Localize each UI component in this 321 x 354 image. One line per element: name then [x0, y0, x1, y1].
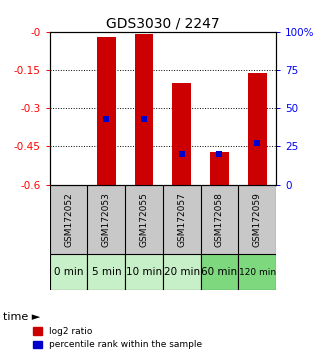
Bar	[238, 254, 276, 290]
Text: GSM172057: GSM172057	[177, 192, 186, 247]
Text: GSM172055: GSM172055	[140, 192, 149, 247]
Text: 10 min: 10 min	[126, 267, 162, 277]
Bar	[201, 254, 238, 290]
Text: GSM172058: GSM172058	[215, 192, 224, 247]
Text: 0 min: 0 min	[54, 267, 83, 277]
Text: GSM172059: GSM172059	[253, 192, 262, 247]
Bar	[125, 254, 163, 290]
Text: 60 min: 60 min	[201, 267, 238, 277]
Bar	[210, 152, 229, 185]
Bar	[134, 34, 153, 185]
Text: time ►: time ►	[3, 312, 40, 322]
Text: GSM172052: GSM172052	[64, 192, 73, 247]
Bar	[50, 254, 87, 290]
Text: 5 min: 5 min	[91, 267, 121, 277]
Text: GSM172053: GSM172053	[102, 192, 111, 247]
Bar	[248, 73, 267, 185]
Bar	[87, 254, 125, 290]
Legend: log2 ratio, percentile rank within the sample: log2 ratio, percentile rank within the s…	[33, 327, 202, 349]
Bar	[97, 37, 116, 185]
Text: 20 min: 20 min	[164, 267, 200, 277]
Text: 120 min: 120 min	[239, 268, 276, 277]
Bar	[163, 254, 201, 290]
Title: GDS3030 / 2247: GDS3030 / 2247	[106, 17, 220, 31]
Bar	[172, 83, 191, 185]
